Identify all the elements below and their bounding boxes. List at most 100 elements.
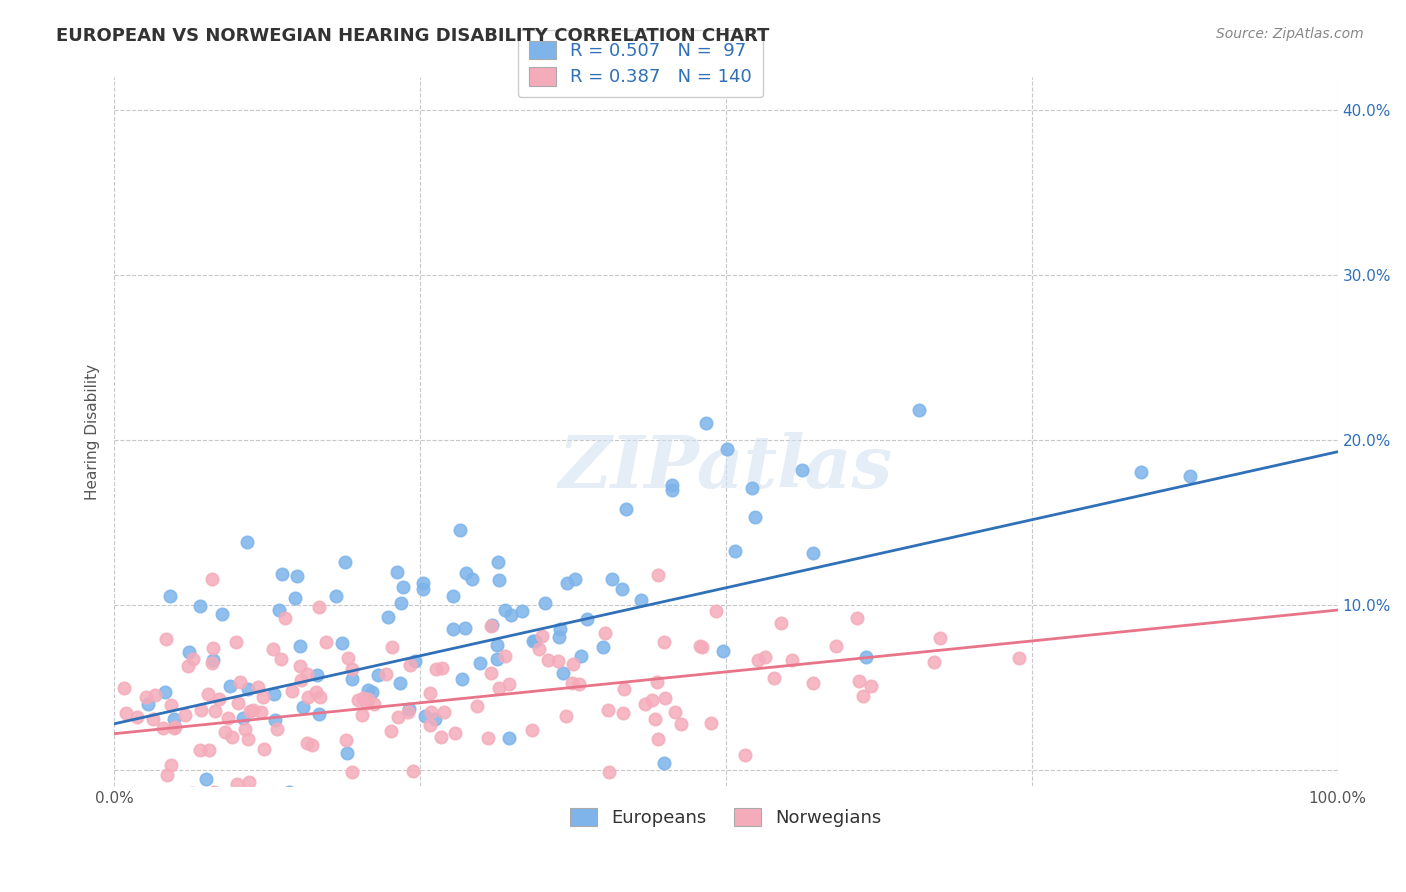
Point [595,625,617,640]
Point [398,702,420,716]
Point [346,693,368,707]
Point [845,611,868,625]
Point [337,651,360,665]
Point [1180,469,1202,483]
Point [195,772,218,786]
Point [356,696,378,710]
Point [252,690,274,704]
Text: ZIPatlas: ZIPatlas [558,432,893,503]
Point [295,736,318,750]
Point [443,726,465,740]
Point [112,681,135,695]
Point [711,644,734,658]
Point [155,768,177,782]
Point [264,713,287,727]
Point [136,697,159,711]
Point [527,642,550,657]
Point [852,690,875,704]
Point [453,621,475,635]
Point [855,650,877,665]
Point [181,652,204,666]
Point [163,720,186,734]
Point [803,675,825,690]
Point [159,698,181,712]
Point [142,712,165,726]
Point [481,618,503,632]
Point [277,785,299,799]
Point [524,634,547,648]
Point [315,635,337,649]
Point [494,649,516,664]
Point [301,738,323,752]
Point [380,723,402,738]
Point [630,593,652,607]
Point [217,844,239,858]
Point [598,703,620,717]
Point [160,758,183,772]
Point [569,649,592,664]
Point [929,632,952,646]
Point [498,677,520,691]
Point [908,403,931,417]
Point [309,805,332,820]
Point [247,680,270,694]
Point [406,791,429,805]
Point [770,615,793,630]
Point [634,698,657,712]
Point [288,639,311,653]
Point [461,572,484,586]
Point [291,700,314,714]
Point [479,665,502,680]
Point [790,463,813,477]
Point [610,582,633,596]
Point [340,764,363,779]
Point [561,676,583,690]
Point [336,747,359,761]
Point [252,742,274,756]
Point [308,600,330,615]
Point [325,589,347,603]
Point [250,706,273,720]
Point [281,683,304,698]
Point [188,599,211,613]
Point [149,824,172,838]
Point [177,659,200,673]
Legend: Europeans, Norwegians: Europeans, Norwegians [562,800,889,834]
Point [425,662,447,676]
Point [236,731,259,746]
Point [555,576,578,591]
Point [162,721,184,735]
Point [236,535,259,549]
Point [204,705,226,719]
Point [641,693,664,707]
Point [274,611,297,625]
Point [363,697,385,711]
Point [229,675,252,690]
Point [762,671,785,685]
Point [780,653,803,667]
Point [647,568,669,582]
Point [465,698,488,713]
Point [375,667,398,681]
Point [704,604,727,618]
Point [233,722,256,736]
Point [340,662,363,676]
Point [488,681,510,695]
Point [188,743,211,757]
Point [486,638,509,652]
Point [661,483,683,498]
Point [848,674,870,689]
Point [494,603,516,617]
Point [290,673,312,687]
Point [180,786,202,800]
Point [449,524,471,538]
Point [614,502,637,516]
Point [413,709,436,723]
Point [690,640,713,654]
Point [598,765,620,780]
Point [202,641,225,656]
Point [392,580,415,594]
Point [201,573,224,587]
Point [801,546,824,560]
Point [564,572,586,586]
